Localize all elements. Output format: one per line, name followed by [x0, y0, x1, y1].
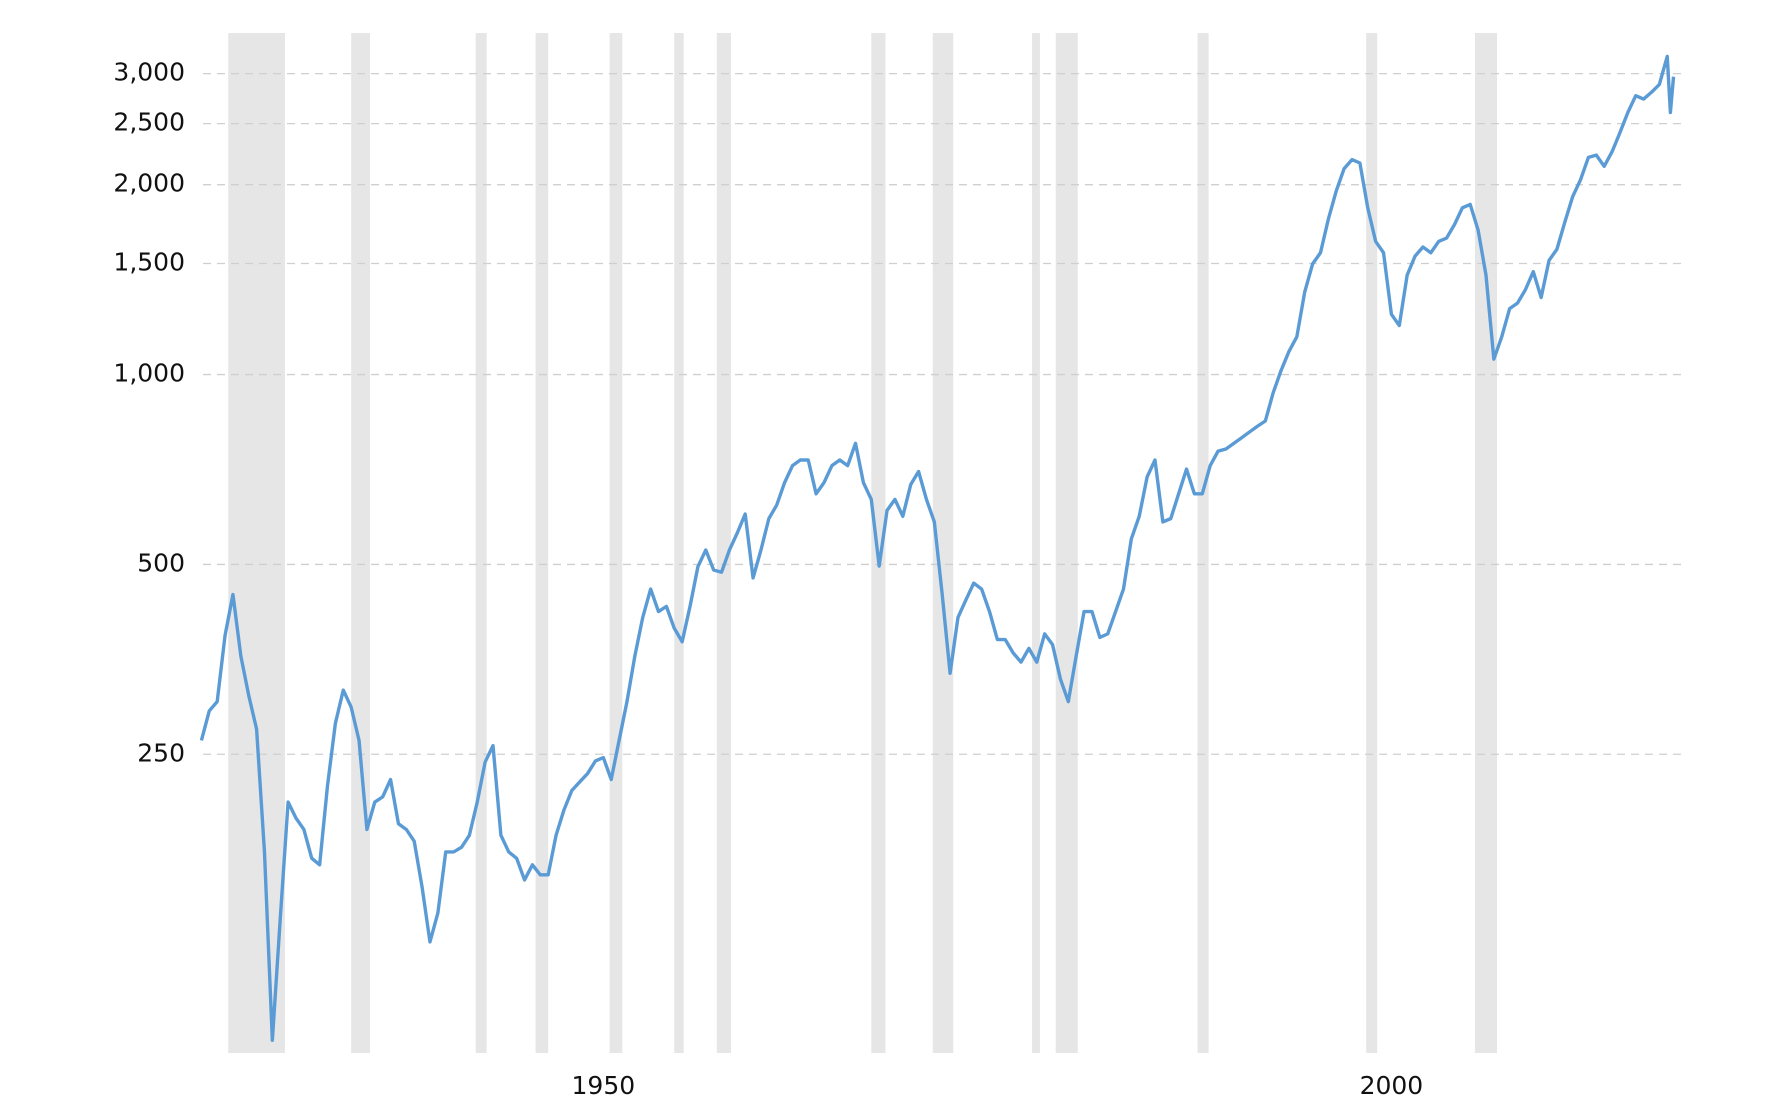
line — [199, 54, 1676, 1042]
recession-band — [1197, 33, 1209, 1053]
recession-band — [609, 33, 623, 1053]
recession-band — [674, 33, 684, 1053]
recession-band — [475, 33, 487, 1053]
x-tick-label: 2000 — [1360, 1071, 1424, 1100]
y-tick-label: 1,000 — [113, 359, 185, 388]
y-tick-label: 500 — [137, 548, 185, 577]
x-tick-label: 1950 — [572, 1071, 636, 1100]
recession-band — [1032, 33, 1040, 1053]
y-tick-label: 1,500 — [113, 248, 185, 277]
y-tick-label: 250 — [137, 738, 185, 767]
recession-band — [351, 33, 371, 1053]
y-tick-label: 3,000 — [113, 58, 185, 87]
y-tick-label: 2,000 — [113, 169, 185, 198]
recession-band — [871, 33, 886, 1053]
y-tick-label: 2,500 — [113, 108, 185, 137]
recession-band — [1366, 33, 1378, 1053]
recession-band — [716, 33, 732, 1053]
recession-band — [1474, 33, 1498, 1053]
recession-band — [228, 33, 285, 1053]
recession-band — [535, 33, 549, 1053]
recession-band — [932, 33, 954, 1053]
recession-band — [1055, 33, 1078, 1053]
